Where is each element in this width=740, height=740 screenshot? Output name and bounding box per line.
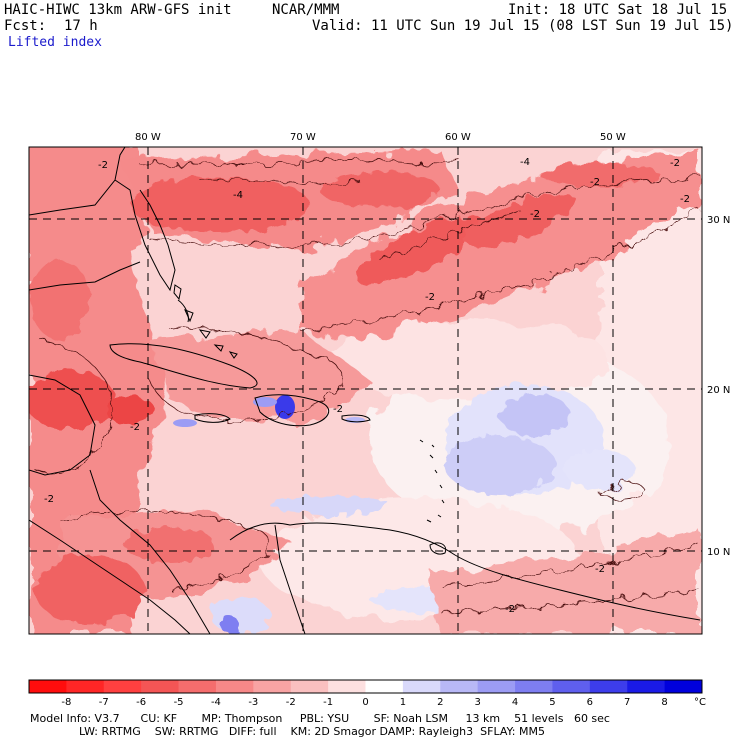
colorbar-swatch xyxy=(440,680,479,693)
colorbar-tick-label: -4 xyxy=(211,697,221,708)
colorbar-swatch xyxy=(365,680,404,693)
contour-label: -2 xyxy=(130,422,140,433)
forecast-label: Fcst: xyxy=(4,18,47,34)
colorbar-tick-label: -8 xyxy=(61,697,71,708)
init-time: Init: 18 UTC Sat 18 Jul 15 xyxy=(508,2,728,18)
colorbar-unit: °C xyxy=(694,697,706,708)
colorbar-swatch xyxy=(66,680,105,693)
contour-label: -2 xyxy=(44,494,54,505)
lon-label: 80 W xyxy=(135,132,161,143)
colorbar-tick-label: -7 xyxy=(99,697,109,708)
contour-labels: -2 -4 -4 -2 -2 -2 -2 -2 -2 -2 -2 -2 -2 xyxy=(44,157,690,615)
contour-label: -2 xyxy=(590,177,600,188)
colorbar-tick-label: -6 xyxy=(136,697,146,708)
contour-label: -2 xyxy=(530,209,540,220)
colorbar-swatch xyxy=(215,680,254,693)
colorbar-swatch xyxy=(328,680,366,693)
colorbar-tick-label: 5 xyxy=(549,697,555,708)
colorbar-tick-label: 0 xyxy=(362,697,368,708)
colorbar-tick-label: 8 xyxy=(661,697,667,708)
colorbar-tick-label: -2 xyxy=(286,697,296,708)
contour-label: -2 xyxy=(670,158,680,169)
colorbar-tick-label: -5 xyxy=(174,697,184,708)
colorbar-tick-label: -3 xyxy=(248,697,258,708)
colorbar-swatch xyxy=(552,680,591,693)
colorbar-swatch xyxy=(29,680,67,693)
lat-label: 20 N xyxy=(707,385,730,396)
lat-label: 10 N xyxy=(707,547,730,558)
contour-label: -2 xyxy=(98,160,108,171)
model-title: HAIC-HIWC 13km ARW-GFS init xyxy=(4,2,232,18)
contour-label: -2 xyxy=(425,292,435,303)
shaded-field xyxy=(29,147,702,634)
contour-label: -2 xyxy=(595,564,605,575)
colorbar-labels: -8 -7 -6 -5 -4 -3 -2 -1 0 1 2 3 4 5 6 7 8 xyxy=(61,697,667,708)
contour-label: -4 xyxy=(520,157,530,168)
colorbar-tick-label: 3 xyxy=(474,697,480,708)
colorbar-swatch xyxy=(589,680,628,693)
contour-label: -2 xyxy=(505,604,515,615)
model-info-line2: LW: RRTMG SW: RRTMG DIFF: full KM: 2D Sm… xyxy=(30,725,545,738)
forecast-hour: 17 h xyxy=(64,18,98,34)
axis-labels: 80 W 70 W 60 W 50 W 30 N 20 N 10 N xyxy=(135,132,730,558)
colorbar-tick-label: 7 xyxy=(624,697,630,708)
colorbar-swatch xyxy=(103,680,142,693)
colorbar-swatch xyxy=(664,680,703,693)
center-name: NCAR/MMM xyxy=(272,2,340,18)
colorbar-swatch xyxy=(627,680,666,693)
map-frame xyxy=(28,146,703,635)
contour-label: -4 xyxy=(233,190,243,201)
colorbar-tick-label: 2 xyxy=(437,697,443,708)
lat-lon-grid xyxy=(29,147,702,634)
model-info-line1: Model Info: V3.7 CU: KF MP: Thompson PBL… xyxy=(30,712,610,725)
colorbar-swatch xyxy=(290,680,329,693)
lon-label: 50 W xyxy=(600,132,626,143)
colorbar-tick-label: 6 xyxy=(587,697,593,708)
colorbar-tick-label: -1 xyxy=(323,697,333,708)
contour-label: -2 xyxy=(333,404,343,415)
coastlines xyxy=(29,147,701,634)
colorbar-swatch xyxy=(402,680,441,693)
contour-label: -2 xyxy=(680,194,690,205)
lon-label: 60 W xyxy=(445,132,471,143)
colorbar-swatch xyxy=(178,680,217,693)
colorbar-swatch xyxy=(253,680,292,693)
colorbar-swatch xyxy=(515,680,553,693)
field-name: Lifted index xyxy=(8,35,102,50)
colorbar-swatch xyxy=(141,680,180,693)
colorbar xyxy=(28,679,703,694)
colorbar-tick-label: 1 xyxy=(400,697,406,708)
lon-label: 70 W xyxy=(290,132,316,143)
colorbar-frame xyxy=(28,679,703,694)
lat-label: 30 N xyxy=(707,215,730,226)
colorbar-tick-label: 4 xyxy=(512,697,518,708)
colorbar-swatch xyxy=(477,680,516,693)
valid-time: Valid: 11 UTC Sun 19 Jul 15 (08 LST Sun … xyxy=(312,18,734,34)
